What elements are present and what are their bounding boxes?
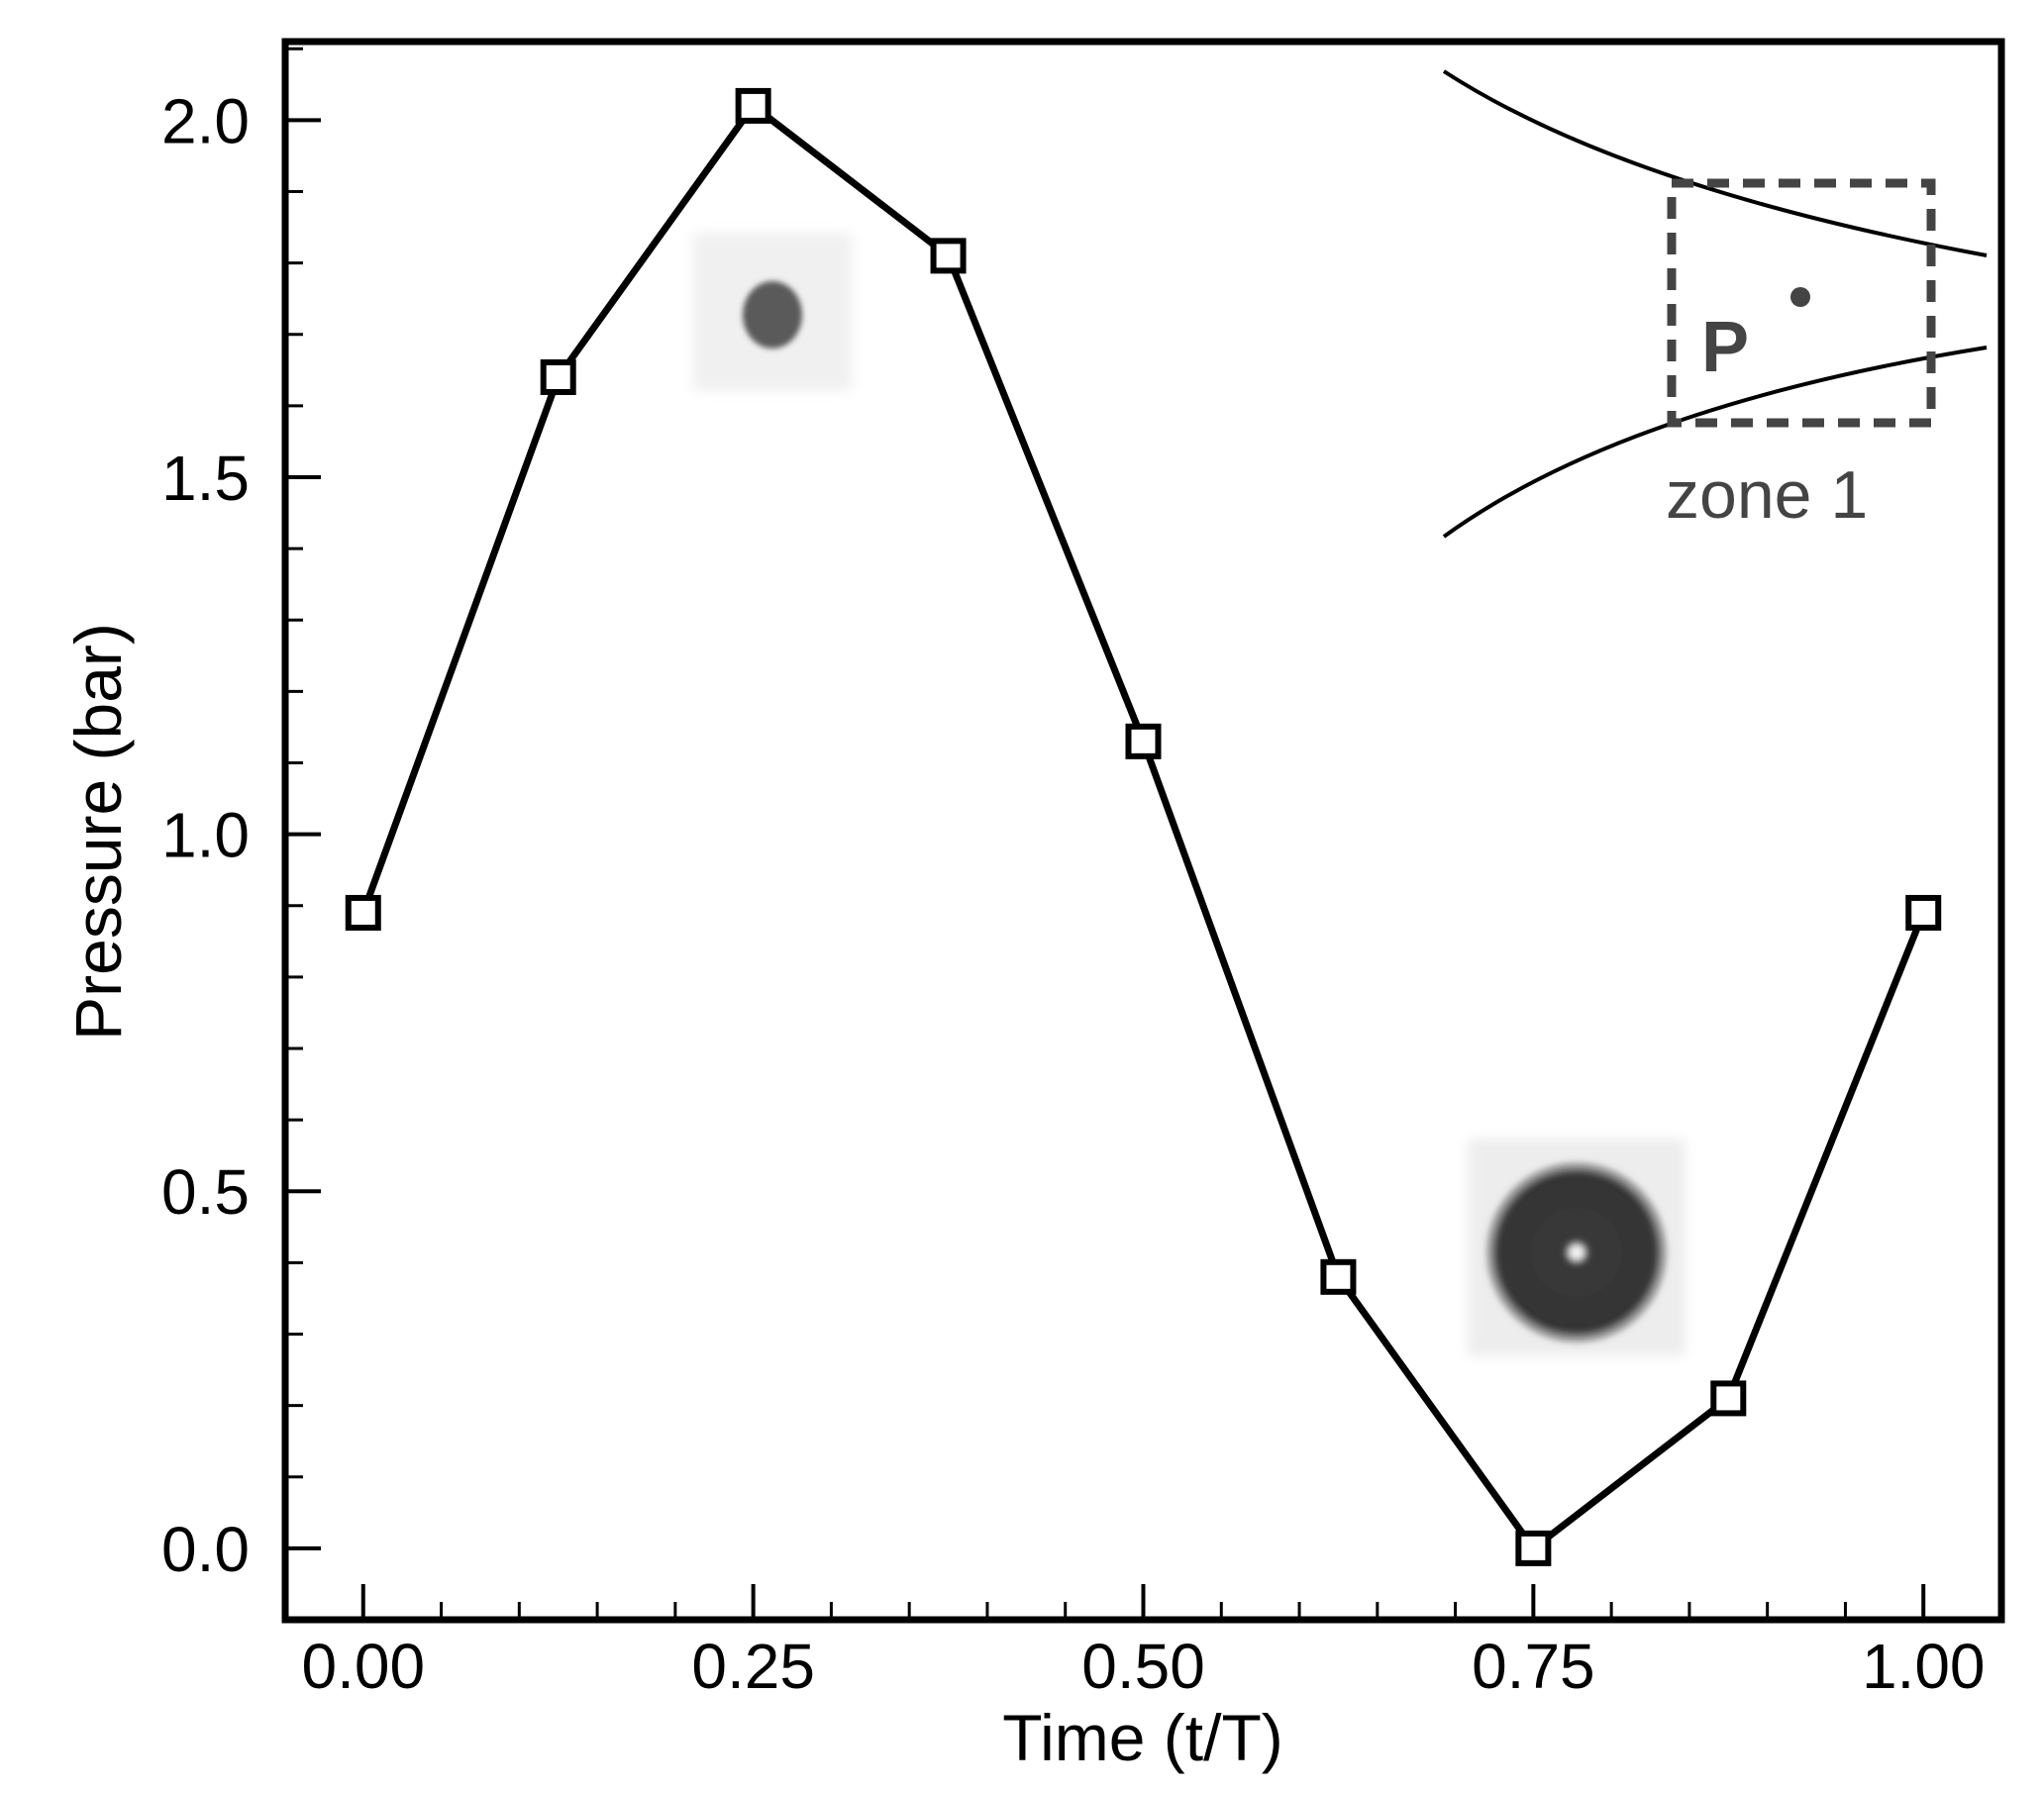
- x-tick-label: 0.75: [1472, 1631, 1595, 1702]
- pressure-series-line: [359, 100, 1927, 1553]
- data-point-marker: [1515, 1530, 1552, 1566]
- y-tick-label: 0.0: [161, 1514, 250, 1585]
- data-point-marker: [1710, 1380, 1747, 1417]
- zone-label: zone 1: [1666, 457, 1868, 533]
- x-tick-labels: 0.00 0.25 0.50 0.75 1.00: [301, 1631, 1985, 1702]
- x-axis-title: Time (t/T): [1002, 1701, 1283, 1774]
- data-point-marker: [1320, 1258, 1357, 1295]
- y-tick-label: 2.0: [161, 85, 250, 156]
- probe-label: P: [1701, 308, 1749, 387]
- pressure-series-markers: [345, 87, 1942, 1566]
- data-point-marker: [1125, 723, 1162, 759]
- data-point-marker: [1905, 894, 1942, 931]
- data-point-marker: [540, 358, 576, 395]
- probe-point: [1790, 287, 1810, 307]
- x-tick-label: 0.50: [1081, 1631, 1205, 1702]
- data-point-marker: [345, 894, 381, 931]
- y-tick-label: 0.5: [161, 1156, 250, 1228]
- large-bubble-image: [1468, 1139, 1686, 1356]
- upper-wall-curve: [1442, 69, 1988, 257]
- data-point-marker: [735, 87, 771, 124]
- y-tick-label: 1.0: [161, 800, 250, 871]
- x-tick-label: 0.00: [301, 1631, 425, 1702]
- x-tick-label: 1.00: [1862, 1631, 1986, 1702]
- data-point-marker: [930, 238, 967, 274]
- y-tick-labels: 0.0 0.5 1.0 1.5 2.0: [161, 85, 250, 1585]
- geometry-inset: P zone 1: [1442, 69, 1988, 539]
- small-bubble-image: [693, 233, 852, 391]
- y-tick-label: 1.5: [161, 443, 250, 514]
- x-tick-label: 0.25: [691, 1631, 815, 1702]
- major-ticks: [285, 118, 1926, 1620]
- y-axis-title: Pressure (bar): [61, 623, 135, 1041]
